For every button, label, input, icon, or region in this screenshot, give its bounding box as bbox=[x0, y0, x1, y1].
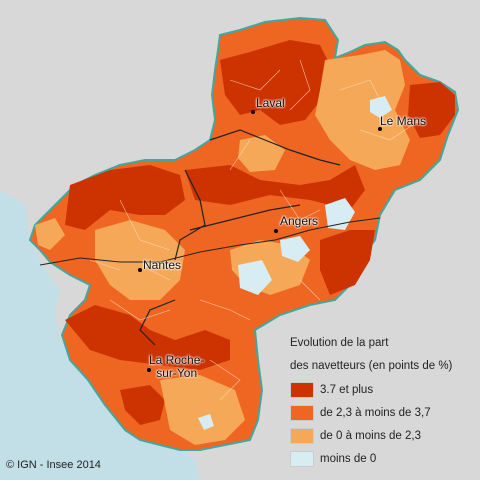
legend-swatch bbox=[290, 450, 314, 467]
zone-neg-lemans bbox=[370, 96, 392, 118]
city-label-laval: Laval bbox=[256, 96, 285, 110]
city-label-nantes: Nantes bbox=[143, 258, 182, 272]
zone-low-south bbox=[160, 375, 245, 445]
zone-high-east bbox=[320, 230, 375, 295]
department-borders bbox=[139, 129, 341, 346]
zone-high-northeast bbox=[408, 82, 455, 138]
zone-neg-south-angers bbox=[238, 260, 272, 295]
legend: Evolution de la part des navetteurs (en … bbox=[290, 332, 452, 470]
legend-item: de 0 à moins de 2,3 bbox=[290, 424, 452, 447]
city-marker bbox=[147, 368, 151, 372]
sea-area bbox=[0, 190, 200, 480]
legend-title-line2: des navetteurs (en points de %) bbox=[290, 360, 453, 372]
legend-item: moins de 0 bbox=[290, 447, 452, 470]
city-marker bbox=[274, 229, 278, 233]
city-marker bbox=[138, 268, 142, 272]
legend-title-line1: Evolution de la part bbox=[290, 337, 389, 349]
city-label-angers: Angers bbox=[280, 214, 319, 228]
river-loire bbox=[39, 217, 381, 266]
commune-borders bbox=[89, 59, 421, 401]
zone-high-west bbox=[65, 165, 185, 230]
zone-low-center bbox=[238, 135, 285, 172]
zone-high-south bbox=[120, 385, 165, 425]
zone-neg-vendee bbox=[198, 414, 214, 430]
zone-high-laval bbox=[220, 40, 330, 125]
copyright-credit: © IGN - Insee 2014 bbox=[6, 459, 101, 471]
legend-label: de 0 à moins de 2,3 bbox=[320, 429, 422, 442]
city-label-le-mans: Le Mans bbox=[380, 114, 427, 128]
legend-label: de 2,3 à moins de 3,7 bbox=[320, 406, 431, 419]
city-marker bbox=[251, 110, 255, 114]
legend-swatch bbox=[290, 427, 314, 444]
legend-swatch bbox=[290, 381, 314, 398]
zone-high-center bbox=[185, 165, 365, 210]
city-label-la-roche-sur-yon: La Roche- sur-Yon bbox=[149, 353, 205, 380]
legend-label: 3.7 et plus bbox=[320, 383, 374, 396]
legend-swatch bbox=[290, 404, 314, 421]
city-marker bbox=[378, 127, 382, 131]
legend-item: de 2,3 à moins de 3,7 bbox=[290, 401, 452, 424]
legend-item: 3.7 et plus bbox=[290, 378, 452, 401]
zone-low-lemans bbox=[315, 50, 410, 170]
legend-label: moins de 0 bbox=[320, 452, 377, 465]
zone-low-west-coast bbox=[35, 218, 65, 250]
zone-low-nantes bbox=[95, 220, 185, 300]
zone-neg-angers bbox=[280, 236, 310, 262]
